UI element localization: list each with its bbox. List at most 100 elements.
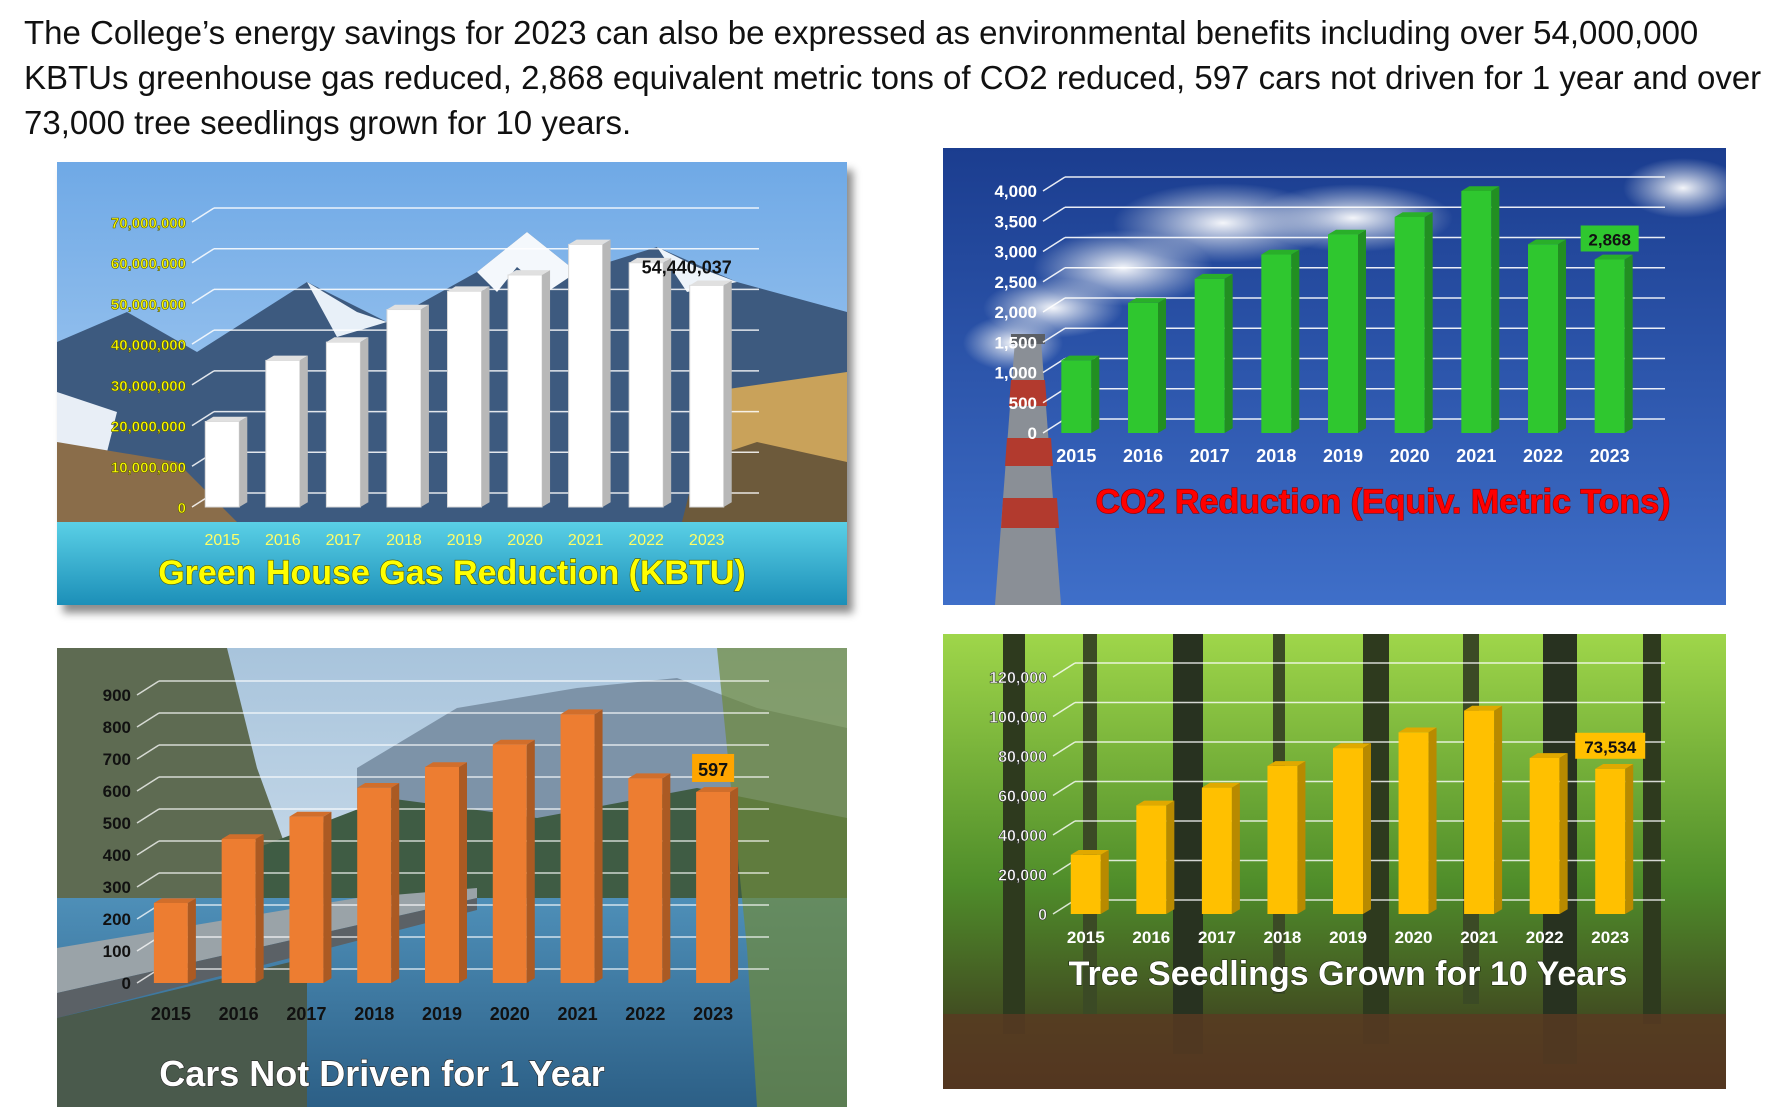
y-tick-label: 20,000,000	[111, 419, 186, 436]
bar	[153, 903, 188, 983]
x-tick-label: 2020	[507, 532, 543, 549]
co2-chart: 0 500 1,000 1,500 2,000 2,500 3,000 3,500 4,000 2…	[943, 148, 1726, 605]
bar-top	[1528, 239, 1566, 245]
bar-top	[205, 416, 248, 422]
bar-top	[289, 811, 332, 817]
gridline-depth	[136, 872, 160, 888]
bar-side	[1091, 355, 1100, 433]
bar	[1267, 765, 1298, 914]
x-tick-label: 2023	[1590, 446, 1630, 466]
x-tick-label: 2019	[422, 1004, 462, 1024]
bar-top	[1201, 782, 1240, 788]
gridline-depth	[1042, 176, 1066, 192]
bar-top	[629, 257, 672, 263]
intro-paragraph: The College’s energy savings for 2023 ca…	[24, 14, 1762, 141]
y-tick-label: 0	[178, 500, 186, 517]
bar-top	[1461, 186, 1500, 191]
data-label: 73,534	[1584, 738, 1637, 757]
gridline-depth	[191, 370, 215, 386]
bar-side	[481, 286, 490, 507]
bar-top	[1464, 705, 1503, 711]
y-tick-label: 10,000,000	[111, 459, 186, 476]
gridline-depth	[191, 207, 215, 223]
bar-top	[265, 355, 308, 361]
x-tick-label: 2021	[1456, 446, 1496, 466]
gridline-depth	[136, 744, 160, 760]
y-tick-label: 700	[103, 750, 131, 769]
bar-side	[391, 783, 400, 983]
bar	[204, 421, 240, 508]
bar	[1328, 234, 1358, 433]
bar-side	[360, 337, 369, 507]
ghg-chart: 0 10,000,000 20,000,000 30,000,000 40,000,00…	[57, 162, 847, 605]
gridline-depth	[191, 410, 215, 427]
gridline-depth	[191, 288, 215, 305]
x-tick-label: 2019	[1323, 446, 1363, 466]
bar-top	[560, 709, 603, 715]
gridline-depth	[136, 840, 160, 856]
y-tick-label: 400	[103, 846, 131, 865]
bar-side	[239, 416, 248, 507]
data-label: 2,868	[1588, 230, 1631, 249]
bar	[696, 791, 731, 983]
bar	[1529, 757, 1560, 914]
bar-side	[1363, 743, 1371, 914]
chart-title: CO2 Reduction (Equiv. Metric Tons)	[1096, 483, 1671, 521]
bar-side	[1166, 800, 1175, 914]
x-tick-label: 2023	[1591, 928, 1629, 947]
cars-not-driven-panel: 0 100 200 300 400 500 600 700 800 900 2015 2016 2017…	[57, 648, 847, 1107]
bar	[447, 290, 482, 508]
bar-top	[1328, 229, 1366, 235]
bar-side	[299, 355, 308, 507]
bar	[492, 744, 527, 983]
co2-plot: 0 500 1,000 1,500 2,000 2,500 3,000 3,500 4,000 2…	[994, 176, 1671, 522]
bar-top	[1136, 800, 1175, 806]
bar-side	[1625, 763, 1634, 914]
x-tick-label: 2020	[1390, 446, 1430, 466]
y-tick-label: 120,000	[989, 670, 1047, 687]
bar	[1528, 244, 1558, 433]
x-tick-label: 2022	[628, 532, 664, 549]
bar	[1201, 787, 1232, 914]
x-tick-label: 2017	[1190, 446, 1230, 466]
bar-top	[1070, 849, 1109, 855]
gridline-depth	[1042, 297, 1066, 313]
bar-top	[1529, 753, 1568, 758]
bar-top	[425, 762, 467, 767]
bar-side	[420, 304, 429, 507]
bar-side	[1358, 229, 1366, 433]
y-tick-label: 0	[122, 974, 131, 993]
x-tick-label: 2016	[1132, 928, 1170, 947]
y-tick-label: 600	[103, 782, 131, 801]
bar	[386, 309, 422, 508]
y-tick-label: 500	[103, 814, 131, 833]
bar-top	[1267, 761, 1306, 766]
bar-top	[1394, 212, 1433, 218]
x-tick-label: 2017	[1198, 928, 1236, 947]
chart-title: Green House Gas Reduction (KBTU)	[158, 554, 746, 592]
gridline-depth	[1042, 267, 1066, 283]
bar-side	[723, 280, 732, 507]
x-tick-label: 2016	[219, 1004, 259, 1024]
bar-side	[1491, 186, 1500, 433]
bar-side	[459, 762, 467, 983]
x-tick-label: 2018	[1264, 928, 1302, 947]
bar	[265, 359, 301, 508]
trees-chart: 0 20,000 40,000 60,000 80,000 100,000 120,000 2…	[943, 634, 1726, 1089]
gridline-depth	[136, 680, 160, 696]
x-tick-label: 2018	[1256, 446, 1296, 466]
bar	[628, 778, 663, 983]
gridline-depth	[191, 248, 215, 264]
y-tick-label: 4,000	[994, 182, 1037, 201]
y-tick-label: 0	[1038, 907, 1047, 924]
smokestack	[995, 334, 1061, 605]
x-tick-label: 2016	[265, 532, 301, 549]
bar-side	[526, 739, 535, 983]
bar	[289, 816, 324, 983]
y-tick-label: 60,000,000	[111, 256, 186, 273]
bar-side	[662, 773, 671, 983]
bar	[325, 341, 361, 508]
bar-top	[568, 239, 611, 245]
data-label: 597	[698, 760, 728, 780]
y-tick-label: 50,000,000	[111, 296, 186, 313]
